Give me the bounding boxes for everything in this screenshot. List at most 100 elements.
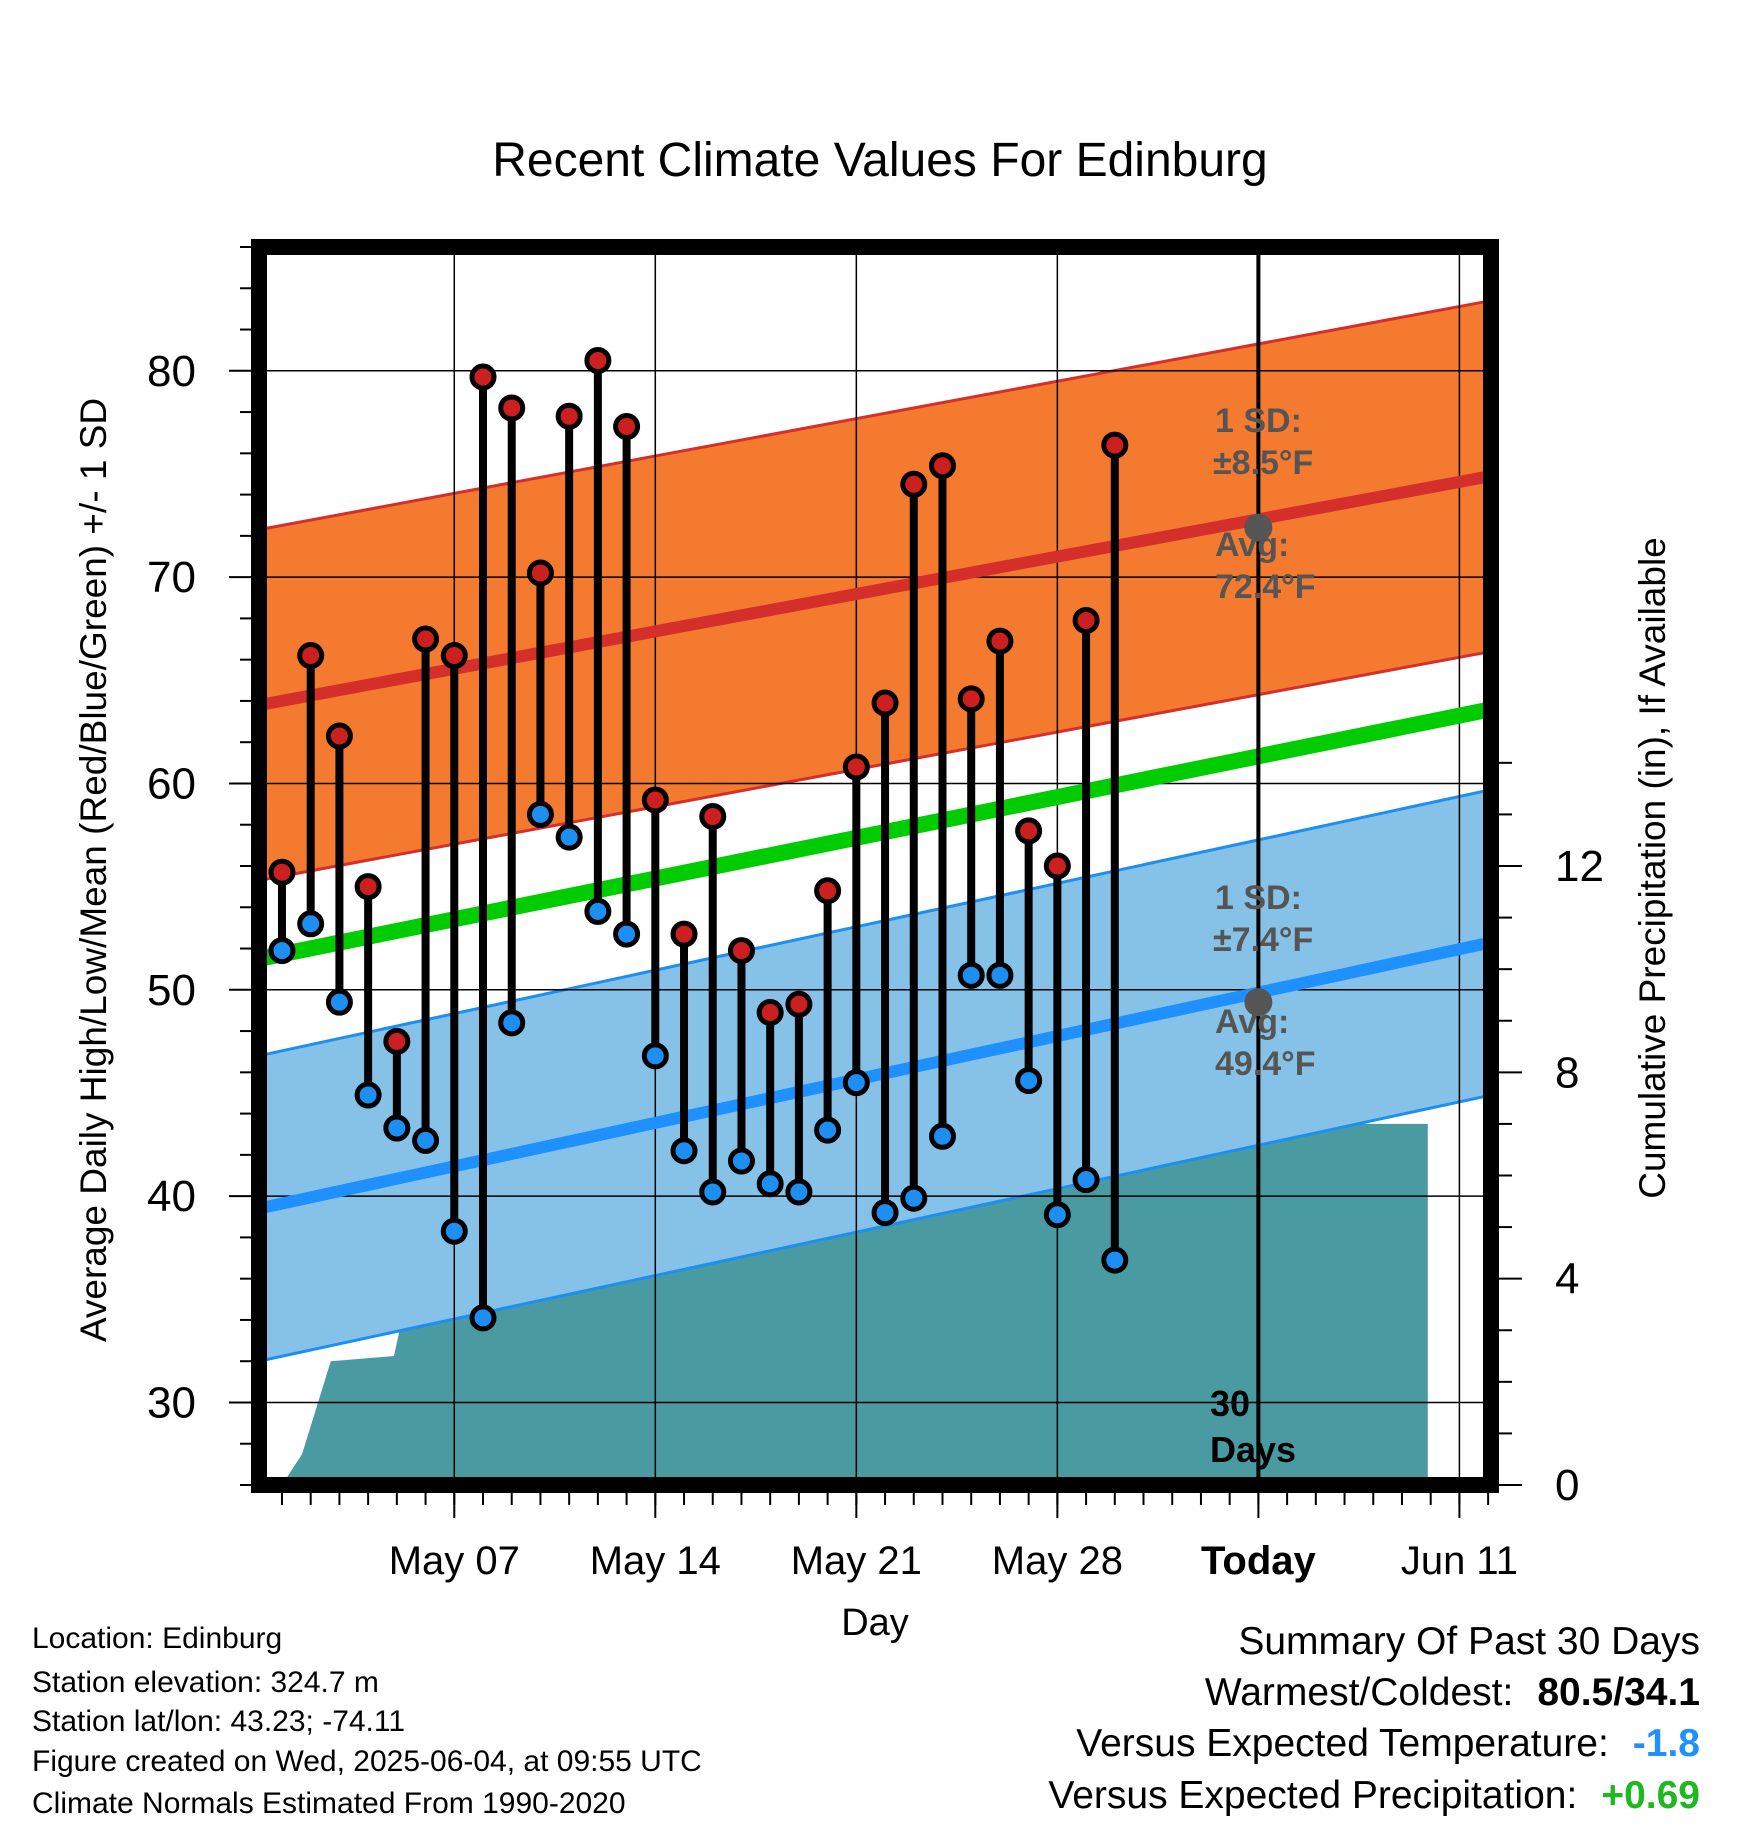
average-mean-line: [259, 701, 1491, 967]
latlon-text: Station lat/lon: 43.23; -74.11: [32, 1705, 406, 1738]
y-tick-left-label: 30: [147, 1378, 196, 1427]
y-axis-left-label: Average Daily High/Low/Mean (Red/Blue/Gr…: [73, 398, 114, 1342]
x-tick-label: May 28: [992, 1539, 1123, 1583]
summary-title: Summary Of Past 30 Days: [1238, 1620, 1700, 1663]
daily-high-point: [842, 753, 870, 781]
daily-low-point: [440, 1217, 468, 1245]
daily-high-point: [526, 559, 554, 587]
today-low-average-marker: [1244, 988, 1273, 1017]
plot-frame: [251, 239, 1499, 1493]
daily-low-point: [469, 1304, 497, 1332]
location-text: Location: Edinburg: [32, 1622, 283, 1655]
daily-high-point: [498, 394, 526, 422]
daily-high-point: [383, 1027, 411, 1055]
daily-low-point: [641, 1042, 669, 1070]
daily-low-point: [699, 1178, 727, 1206]
x-axis-label: Day: [841, 1602, 909, 1644]
x-tick-label: May 21: [791, 1539, 922, 1583]
daily-high-point: [699, 802, 727, 830]
daily-low-point: [727, 1147, 755, 1175]
y-tick-left-label: 70: [147, 553, 196, 602]
daily-high-point: [1015, 817, 1043, 845]
daily-high-point: [325, 722, 353, 750]
daily-low-point: [268, 937, 296, 965]
daily-low-point: [1072, 1166, 1100, 1194]
daily-high-point: [1072, 606, 1100, 634]
y-tick-left-label: 80: [147, 347, 196, 396]
daily-low-point: [526, 800, 554, 828]
daily-high-point: [871, 689, 899, 717]
created-text: Figure created on Wed, 2025-06-04, at 09…: [32, 1745, 702, 1778]
y-tick-left-label: 40: [147, 1172, 196, 1221]
low-avg-label: Avg:: [1215, 1003, 1289, 1041]
daily-high-point: [928, 452, 956, 480]
daily-low-point: [871, 1199, 899, 1227]
y-axis-right-label: Cumulative Precipitation (in), If Availa…: [1632, 537, 1673, 1199]
average-high-line: [259, 470, 1491, 711]
temperature-departure-value: -1.8: [1632, 1722, 1700, 1765]
daily-high-point: [297, 642, 325, 670]
daily-high-point: [555, 402, 583, 430]
daily-low-point: [325, 988, 353, 1016]
y-tick-left-label: 60: [147, 759, 196, 808]
precipitation-departure-row: Versus Expected Precipitation: +0.69: [1048, 1774, 1700, 1818]
daily-low-point: [1015, 1067, 1043, 1095]
daily-high-point: [986, 627, 1014, 655]
daily-high-point: [584, 346, 612, 374]
daily-high-point: [469, 363, 497, 391]
daily-low-point: [613, 920, 641, 948]
precipitation-departure-value: +0.69: [1601, 1774, 1700, 1817]
daily-low-point: [1101, 1246, 1129, 1274]
elevation-text: Station elevation: 324.7 m: [32, 1666, 379, 1699]
daily-high-point: [785, 990, 813, 1018]
x-tick-label: May 14: [590, 1539, 721, 1583]
warmest-coldest-row: Warmest/Coldest: 80.5/34.1: [1205, 1671, 1700, 1715]
temperature-departure-label: Versus Expected Temperature:: [1076, 1722, 1609, 1765]
cumulative-precipitation-area: [281, 1123, 1428, 1485]
x-tick-label: May 07: [389, 1539, 520, 1583]
daily-high-point: [1101, 431, 1129, 459]
daily-high-point: [756, 998, 784, 1026]
warmest-coldest-label: Warmest/Coldest:: [1204, 1671, 1514, 1714]
high-avg-label: Avg:: [1215, 526, 1289, 564]
daily-low-point: [785, 1178, 813, 1206]
daily-low-point: [900, 1184, 928, 1212]
y-tick-right-label: 0: [1555, 1461, 1579, 1510]
daily-low-point: [297, 910, 325, 938]
precipitation-departure-label: Versus Expected Precipitation:: [1048, 1774, 1578, 1817]
daily-low-point: [957, 961, 985, 989]
daily-high-point: [727, 937, 755, 965]
daily-low-point: [354, 1081, 382, 1109]
warmest-coldest-value: 80.5/34.1: [1537, 1671, 1700, 1714]
daily-low-point: [842, 1069, 870, 1097]
normals-text: Climate Normals Estimated From 1990-2020: [32, 1787, 626, 1820]
daily-high-point: [957, 685, 985, 713]
y-tick-right-label: 8: [1555, 1048, 1579, 1097]
average-low-line: [259, 936, 1491, 1215]
daily-low-point: [814, 1116, 842, 1144]
daily-low-point: [412, 1126, 440, 1154]
y-tick-right-label: 12: [1555, 842, 1604, 891]
low-avg-value: 49.4°F: [1215, 1045, 1316, 1083]
daily-low-point: [498, 1009, 526, 1037]
daily-low-point: [584, 897, 612, 925]
temperature-departure-row: Versus Expected Temperature: -1.8: [1076, 1722, 1700, 1766]
daily-low-point: [670, 1137, 698, 1165]
high-avg-value: 72.4°F: [1215, 568, 1316, 606]
low-sd-value: ±7.4°F: [1213, 921, 1313, 959]
daily-high-point: [900, 470, 928, 498]
daily-high-point: [1043, 852, 1071, 880]
today-high-average-marker: [1244, 513, 1273, 542]
low-sd-label: 1 SD:: [1215, 879, 1302, 917]
daily-high-point: [814, 877, 842, 905]
daily-high-point: [670, 920, 698, 948]
daily-high-point: [412, 625, 440, 653]
daily-low-point: [756, 1170, 784, 1198]
daily-high-point: [440, 642, 468, 670]
daily-low-point: [1043, 1201, 1071, 1229]
daily-low-point: [555, 823, 583, 851]
high-sd-value: ±8.5°F: [1213, 444, 1313, 482]
y-tick-left-label: 50: [147, 966, 196, 1015]
y-tick-right-label: 4: [1555, 1255, 1579, 1304]
